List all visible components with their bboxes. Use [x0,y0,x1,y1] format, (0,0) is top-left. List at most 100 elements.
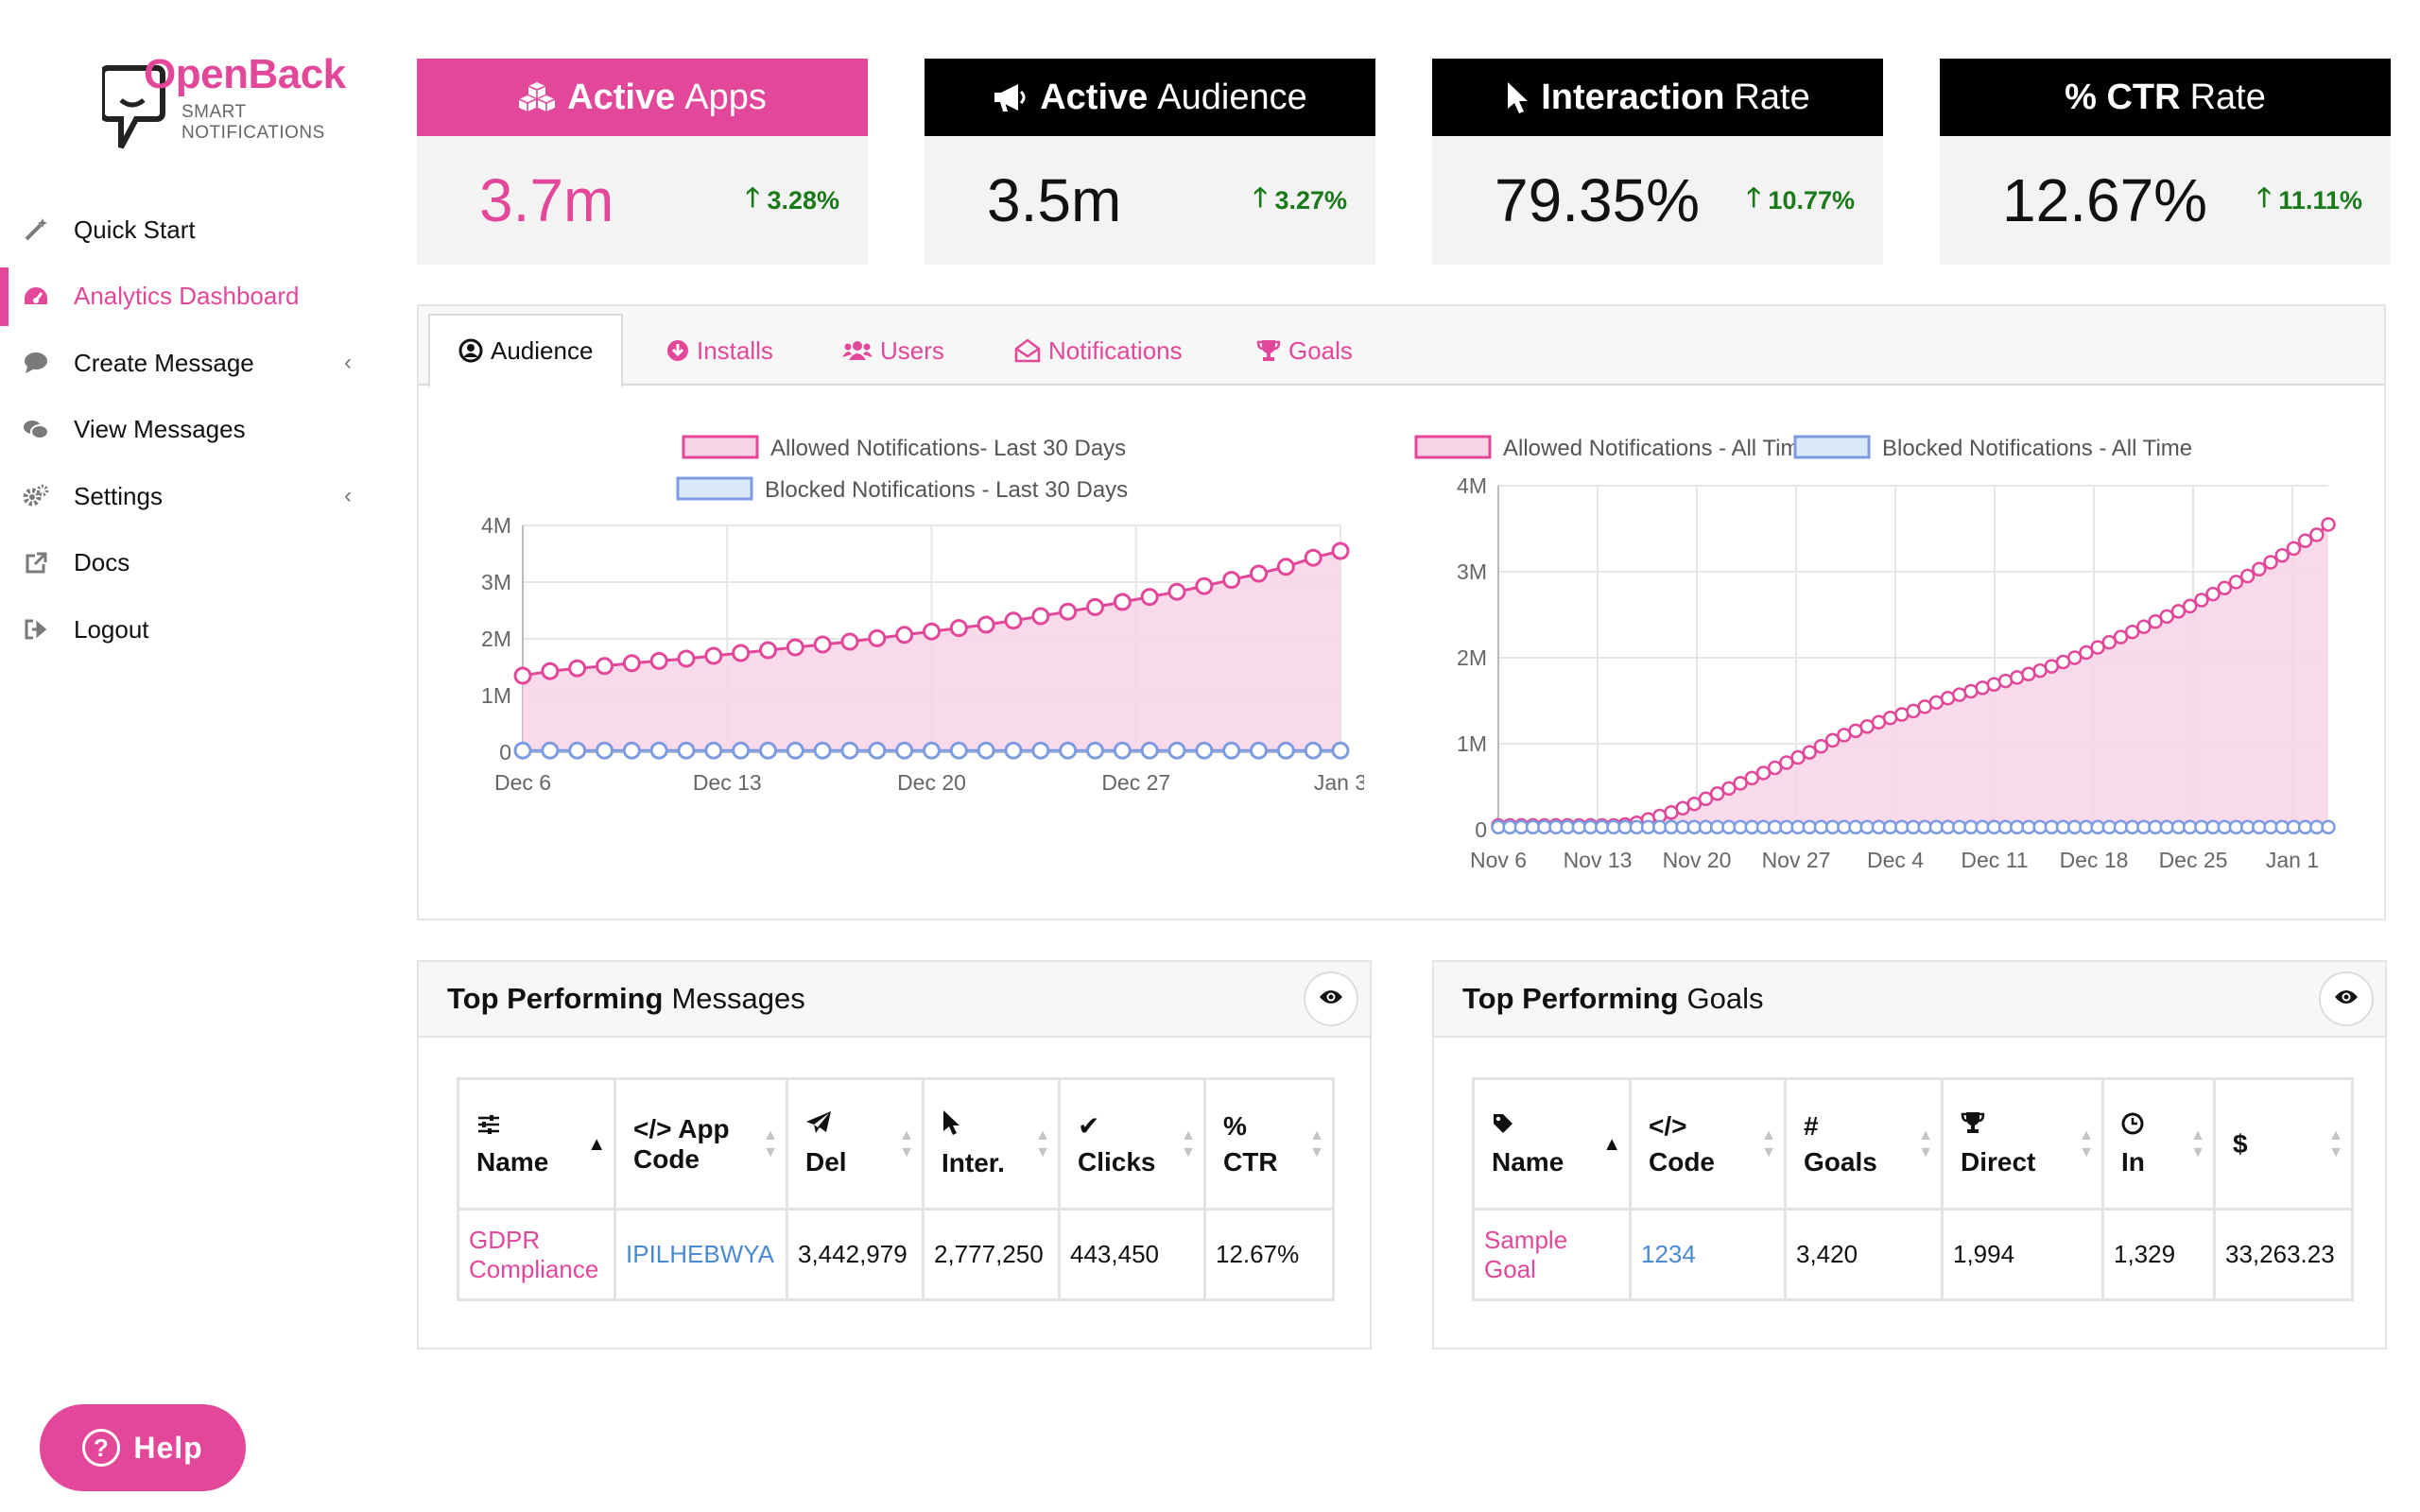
data-point [568,741,587,760]
sidebar-item-quick-start[interactable]: Quick Start [0,197,378,264]
data-point [513,741,532,760]
kpi-title-rest: Rate [2189,77,2266,117]
sort-icon[interactable]: ▲ ▼ [899,1126,914,1160]
sidebar-item-view-messages[interactable]: View Messages [0,397,378,464]
sort-icon[interactable]: ▲ ▼ [1761,1126,1776,1160]
column-header-ctr[interactable]: % CTR ▲ ▼ [1203,1077,1335,1211]
goal-code-link[interactable]: 1234 [1629,1208,1787,1301]
data-point [1031,741,1050,760]
trophy-icon [1961,1110,2069,1142]
card-title: Top Performing Goals [1434,962,2385,1038]
sidebar-item-analytics-dashboard[interactable]: Analytics Dashboard [0,264,378,331]
data-point [1824,732,1841,748]
y-tick-label: 0 [499,740,511,765]
data-point [1755,765,1772,781]
sort-icon[interactable]: ▲ ▼ [1181,1126,1196,1160]
column-header-value[interactable]: $ ▲ ▼ [2213,1077,2354,1211]
data-point [2297,533,2313,548]
goal-name-link[interactable]: Sample Goal [1472,1208,1632,1301]
envelope-open-icon [1014,338,1041,363]
data-point [868,628,887,647]
column-header-clicks[interactable]: ✔ Clicks ▲ ▼ [1058,1077,1206,1211]
analytics-panel: Audience Installs Users Notifications [417,304,2386,920]
column-header-name[interactable]: Name ▲ [457,1077,616,1211]
sort-icon[interactable]: ▲ ▼ [1918,1126,1933,1160]
legend-label: Allowed Notifications- Last 30 Days [770,436,1126,461]
data-point [704,741,723,760]
series-area [1498,524,2328,830]
y-tick-label: 2M [481,627,511,651]
code-icon: </> [633,1113,672,1143]
sidebar-item-docs[interactable]: Docs [0,530,378,597]
data-point [1686,796,1703,812]
top-goals-card: Top Performing Goals Name ▲ [1432,960,2387,1349]
dollar-label: $ [2233,1128,2248,1159]
code-icon: </> [1649,1110,1687,1141]
toggle-visibility-button[interactable] [2319,971,2374,1026]
external-link-icon [23,550,49,576]
table-row: GDPR Compliance IPILHEBWYA 3,442,979 2,7… [457,1208,1335,1301]
help-button[interactable]: ? Help [40,1404,246,1491]
column-header-inter[interactable]: Inter. ▲ ▼ [922,1077,1061,1211]
data-point [2090,640,2105,655]
brand-logo[interactable]: OpenBack SMART NOTIFICATIONS [102,49,348,153]
column-header-del[interactable]: Del ▲ ▼ [786,1077,925,1211]
kpi-value: 3.7m [479,166,614,234]
column-header-goals[interactable]: # Goals ▲ ▼ [1784,1077,1944,1211]
data-point [1733,776,1748,791]
sidebar-item-label: View Messages [74,415,246,444]
message-name-link[interactable]: GDPR Compliance [457,1208,616,1301]
brand-name: OpenBack [144,51,346,97]
data-point [813,741,832,760]
chat-bubble-icon [23,350,49,376]
column-header-in[interactable]: In ▲ ▼ [2101,1077,2216,1211]
sort-icon[interactable]: ▲ ▼ [2190,1126,2205,1160]
data-point [2182,598,2198,614]
sort-icon[interactable]: ▲ ▼ [2079,1126,2094,1160]
data-point [677,741,696,760]
legend-swatch [682,435,759,459]
sort-icon[interactable]: ▲ ▼ [2328,1126,2343,1160]
kpi-change: 🡑 11.11% [2257,178,2362,223]
data-point [786,638,804,657]
column-header-name[interactable]: Name ▲ [1472,1077,1632,1211]
sort-ascending-icon[interactable]: ▲ [1602,1133,1621,1155]
sidebar-item-create-message[interactable]: Create Message ‹ [0,330,378,397]
cell-inter: 2,777,250 [922,1208,1061,1301]
sidebar-item-label: Quick Start [74,215,196,244]
cell-del: 3,442,979 [786,1208,925,1301]
arrow-up-icon: 🡑 [1746,182,1761,212]
data-point [840,632,859,651]
chevron-left-icon: ‹ [344,350,352,376]
data-point [1331,541,1350,560]
sidebar-item-settings[interactable]: Settings ‹ [0,463,378,530]
data-point [2286,541,2302,557]
data-point [1304,548,1322,567]
tab-audience[interactable]: Audience [428,314,624,387]
app-code-link[interactable]: IPILHEBWYA [614,1208,788,1301]
tab-goals[interactable]: Goals [1256,314,1353,387]
tab-installs[interactable]: Installs [666,314,773,387]
column-header-direct[interactable]: Direct ▲ ▼ [1941,1077,2104,1211]
data-point [541,741,560,760]
kpi-card-interaction-rate: Interaction Rate 79.35% 🡑 10.77% [1432,59,1883,265]
column-header-code[interactable]: </> Code ▲ ▼ [1629,1077,1787,1211]
data-point [1276,558,1295,576]
data-point [2252,561,2267,577]
toggle-visibility-button[interactable] [1304,971,1358,1026]
sidebar-item-logout[interactable]: Logout [0,596,378,663]
data-point [2321,517,2336,532]
sort-ascending-icon[interactable]: ▲ [587,1133,606,1155]
tab-label: Audience [491,335,594,365]
tab-notifications[interactable]: Notifications [1014,314,1183,387]
data-point [1744,770,1760,786]
tab-users[interactable]: Users [842,314,944,387]
data-point [1250,741,1268,760]
x-tick-label: Dec 13 [693,770,762,795]
column-header-app-code[interactable]: </> App Code ▲ ▼ [614,1077,788,1211]
sliders-icon [476,1111,581,1142]
sort-icon[interactable]: ▲ ▼ [763,1126,778,1160]
data-point [1031,607,1050,626]
sort-icon[interactable]: ▲ ▼ [1035,1126,1050,1160]
sort-icon[interactable]: ▲ ▼ [1309,1126,1324,1160]
